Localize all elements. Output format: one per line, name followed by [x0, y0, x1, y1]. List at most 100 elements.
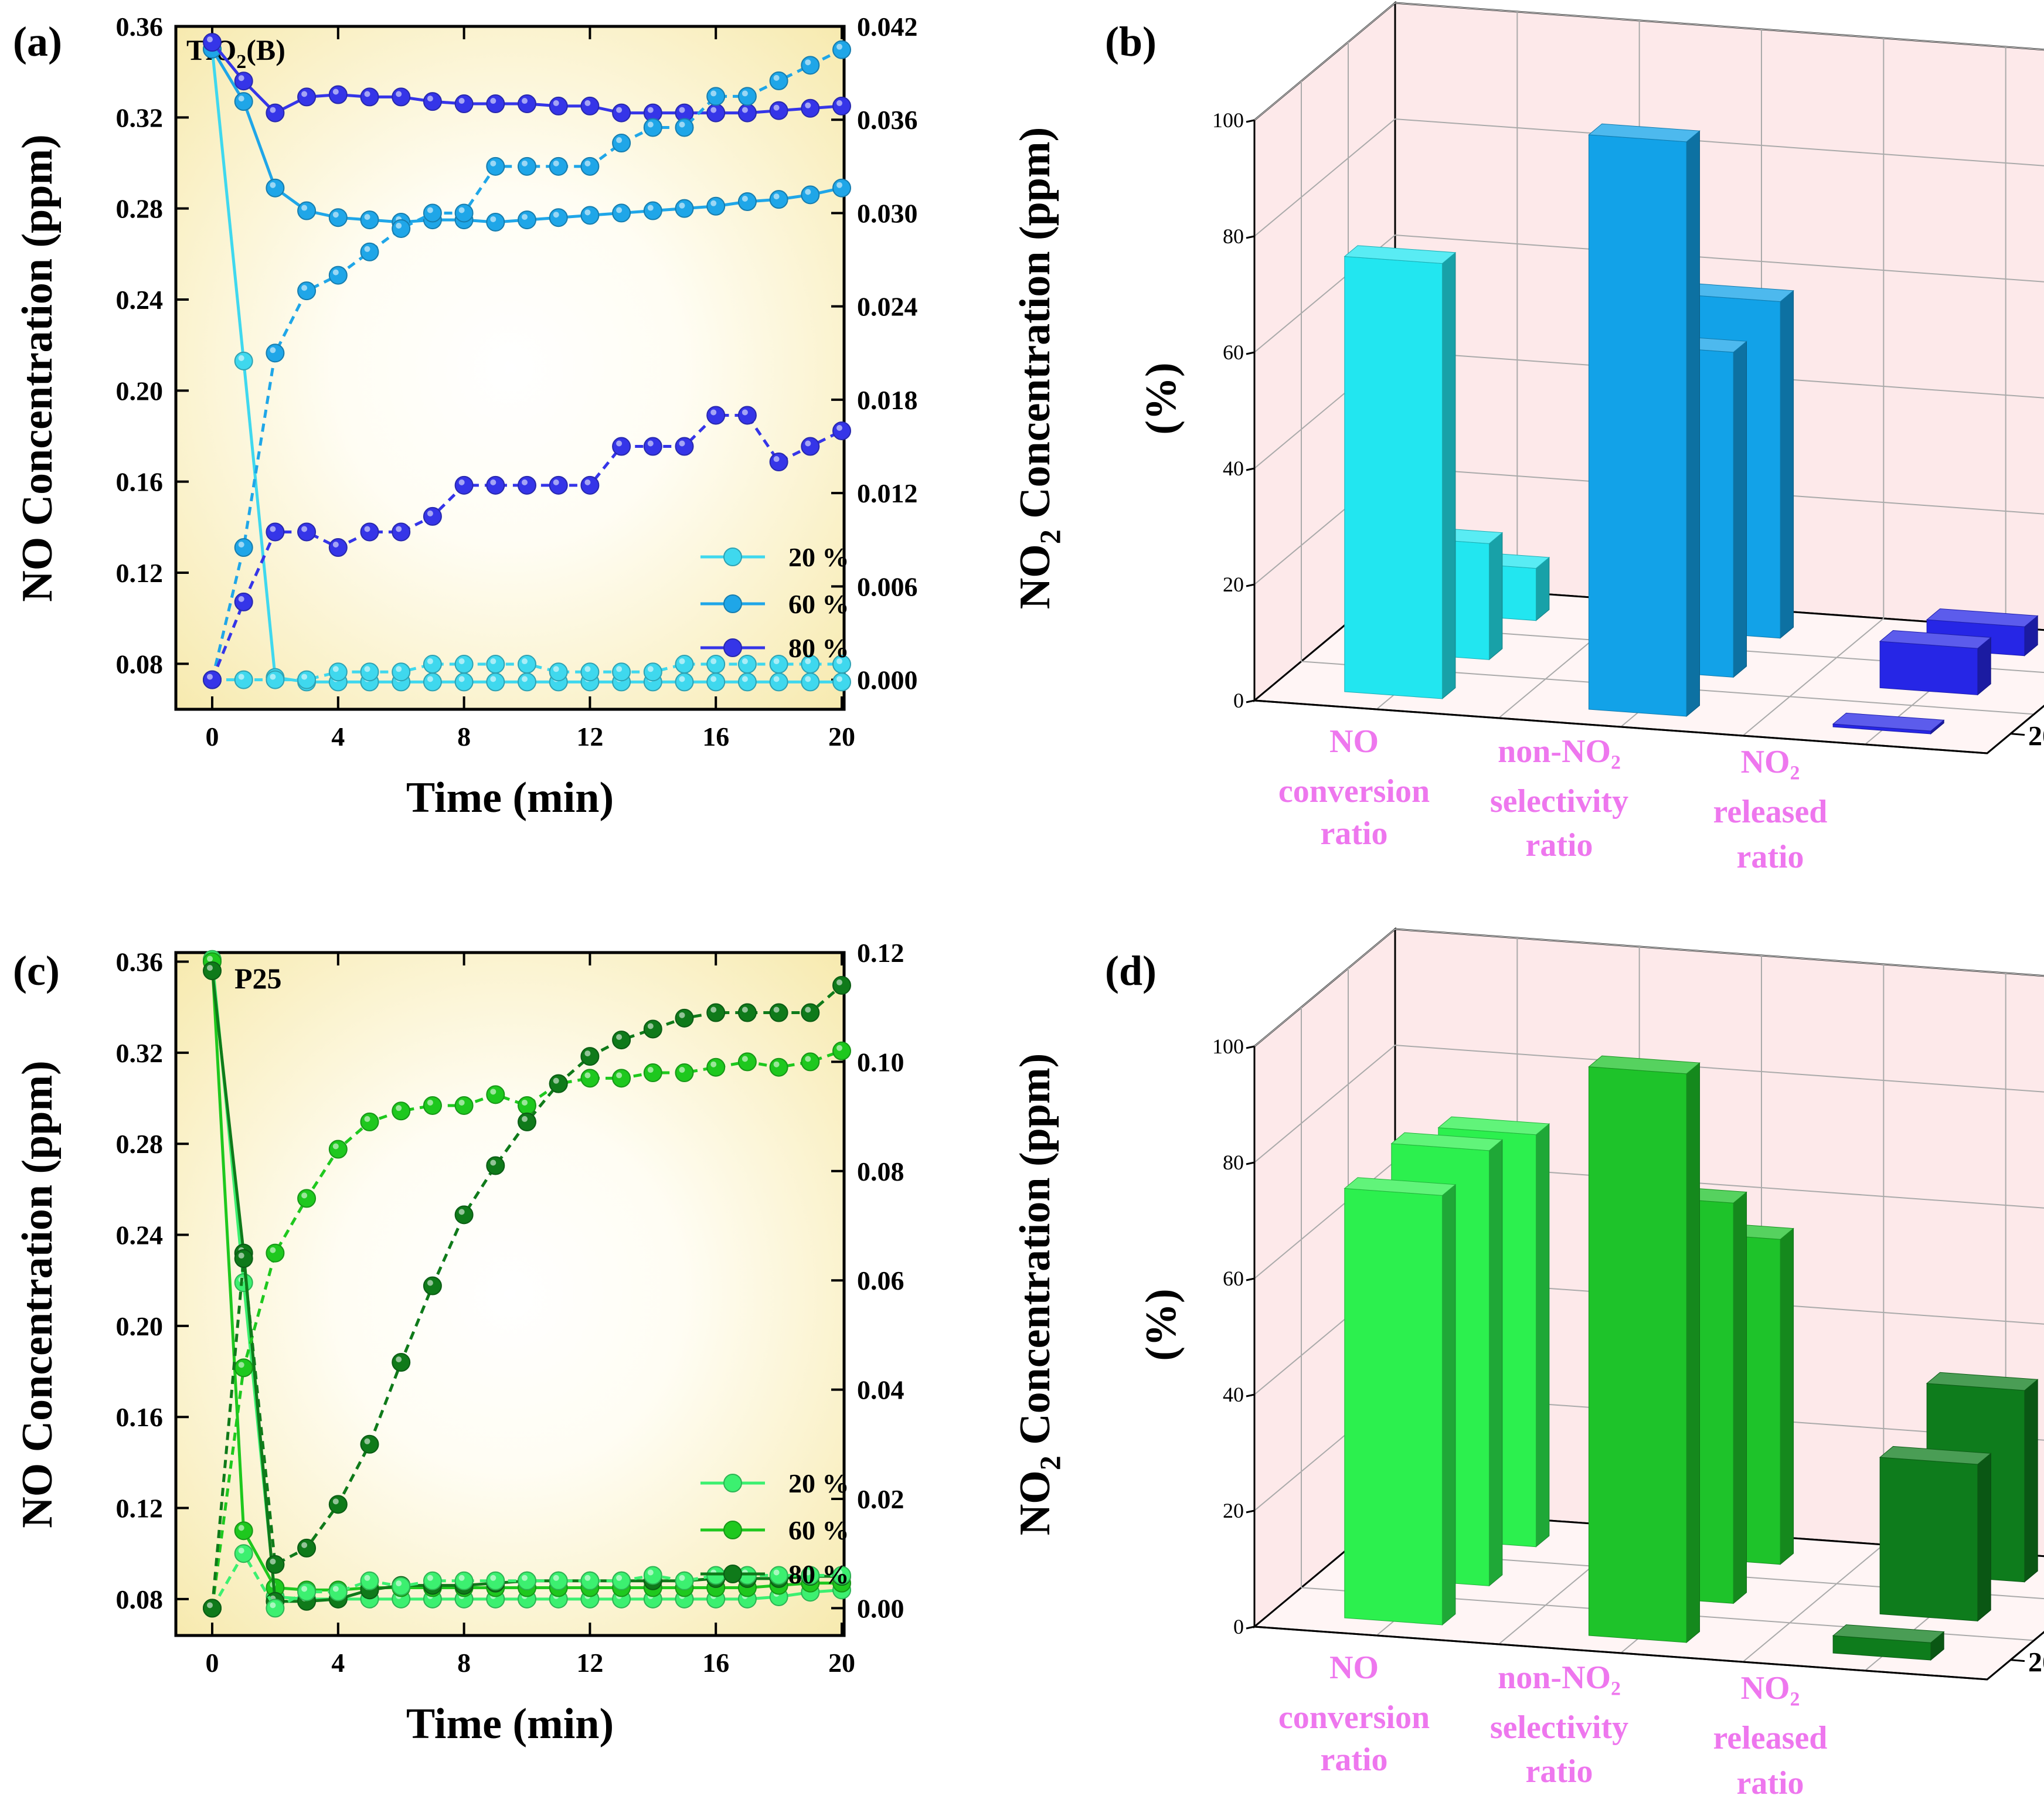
data-point-highlight	[207, 965, 213, 971]
data-point-highlight	[679, 658, 685, 665]
data-point	[643, 1566, 662, 1585]
data-point-highlight	[647, 440, 654, 447]
data-point-highlight	[553, 160, 559, 166]
data-point-highlight	[364, 214, 370, 220]
panel-d-label: (d)	[1105, 947, 1157, 994]
data-point	[297, 87, 317, 107]
z-tick	[1246, 1393, 1255, 1397]
category-labels-b: NO conversion ratio non-NO₂ selectivity …	[1278, 723, 1828, 875]
data-point-highlight	[458, 676, 465, 682]
data-point	[769, 655, 788, 674]
data-point-highlight	[616, 666, 623, 672]
data-point-highlight	[553, 479, 559, 485]
data-point-highlight	[270, 182, 276, 188]
data-point	[706, 1003, 726, 1022]
data-point-highlight	[805, 189, 811, 195]
data-point-highlight	[490, 216, 496, 222]
data-point	[423, 1096, 442, 1115]
data-point	[328, 1140, 348, 1159]
data-point	[423, 1571, 442, 1590]
data-point	[832, 421, 851, 440]
x-tick-label: 12	[576, 722, 603, 752]
data-point	[266, 178, 285, 198]
data-point-highlight	[553, 666, 559, 672]
data-point	[518, 94, 536, 114]
data-point-highlight	[679, 1067, 685, 1073]
data-point-highlight	[396, 526, 402, 532]
y-tick-label: 0.16	[116, 1402, 164, 1432]
legend-marker	[723, 638, 742, 657]
data-point	[423, 203, 442, 223]
legend-marker	[723, 1565, 742, 1583]
data-point-highlight	[805, 1056, 811, 1062]
data-point-highlight	[805, 676, 811, 682]
data-point-highlight	[490, 1089, 496, 1095]
data-point-highlight	[332, 212, 339, 218]
data-point	[675, 672, 694, 692]
cat3-line1-b: NO₂	[1741, 744, 1800, 780]
z-tick	[1246, 1277, 1255, 1281]
data-point-highlight	[270, 347, 276, 353]
bar-side	[1441, 251, 1456, 700]
data-point	[392, 1577, 411, 1596]
data-point	[769, 1566, 788, 1585]
data-point	[266, 522, 285, 542]
data-point	[486, 1156, 505, 1175]
cat3-line1-d: NO₂	[1741, 1670, 1800, 1706]
data-point	[392, 1101, 411, 1121]
panel-c-label: (c)	[13, 947, 60, 994]
data-point-highlight	[301, 1586, 308, 1592]
y2-tick-label: 0.042	[857, 12, 918, 42]
data-point-highlight	[742, 90, 748, 97]
bar-top	[1832, 712, 1945, 732]
data-point-highlight	[207, 674, 213, 680]
data-point-highlight	[553, 1575, 559, 1581]
data-point	[675, 199, 694, 218]
z-tick	[1246, 1509, 1255, 1514]
data-point	[486, 672, 505, 692]
data-point	[580, 475, 600, 495]
data-point	[832, 40, 851, 59]
cat1-line1-b: NO	[1329, 723, 1379, 760]
data-point-highlight	[836, 100, 842, 106]
data-point	[643, 118, 662, 137]
data-point	[297, 1538, 317, 1558]
data-point-highlight	[584, 479, 591, 485]
data-point	[643, 1019, 662, 1039]
data-point	[801, 1052, 820, 1072]
y2-tick-label: 0.10	[857, 1047, 904, 1077]
data-point	[832, 96, 851, 115]
x-tick-label: 8	[457, 722, 471, 752]
data-point-highlight	[805, 1006, 811, 1013]
data-point	[518, 655, 536, 674]
panel-a-label: (a)	[13, 18, 62, 65]
data-point-highlight	[773, 104, 780, 111]
data-point-highlight	[742, 107, 748, 113]
data-point-highlight	[490, 1575, 496, 1581]
data-point	[612, 103, 631, 123]
data-point-highlight	[584, 209, 591, 216]
data-point-highlight	[238, 1362, 244, 1368]
data-point	[737, 192, 757, 212]
bar-top	[1832, 1624, 1945, 1643]
data-point-highlight	[458, 1575, 465, 1581]
x-gridline-floor	[1742, 618, 1884, 736]
panel-c: (c) P25 0 4 8 12 16 20 0.08 0.12 0.16 0.20 0.24 0.2…	[13, 938, 1066, 1748]
data-point-highlight	[490, 658, 496, 665]
y2-tick-label: 0.06	[857, 1266, 904, 1295]
data-point	[234, 592, 253, 611]
axis-frame	[1253, 1046, 2044, 1681]
bar-side	[1780, 1227, 1794, 1565]
data-point	[612, 134, 631, 153]
data-point	[737, 103, 757, 123]
z-tick-label: 100	[1212, 1035, 1244, 1058]
data-point	[297, 1189, 317, 1208]
data-point-highlight	[616, 207, 623, 213]
data-point	[801, 1003, 820, 1022]
data-point-highlight	[710, 658, 717, 665]
data-point	[549, 662, 568, 682]
bar-top	[1879, 630, 1992, 649]
data-point-highlight	[458, 479, 465, 485]
data-point-highlight	[427, 96, 433, 102]
data-point	[297, 281, 317, 301]
